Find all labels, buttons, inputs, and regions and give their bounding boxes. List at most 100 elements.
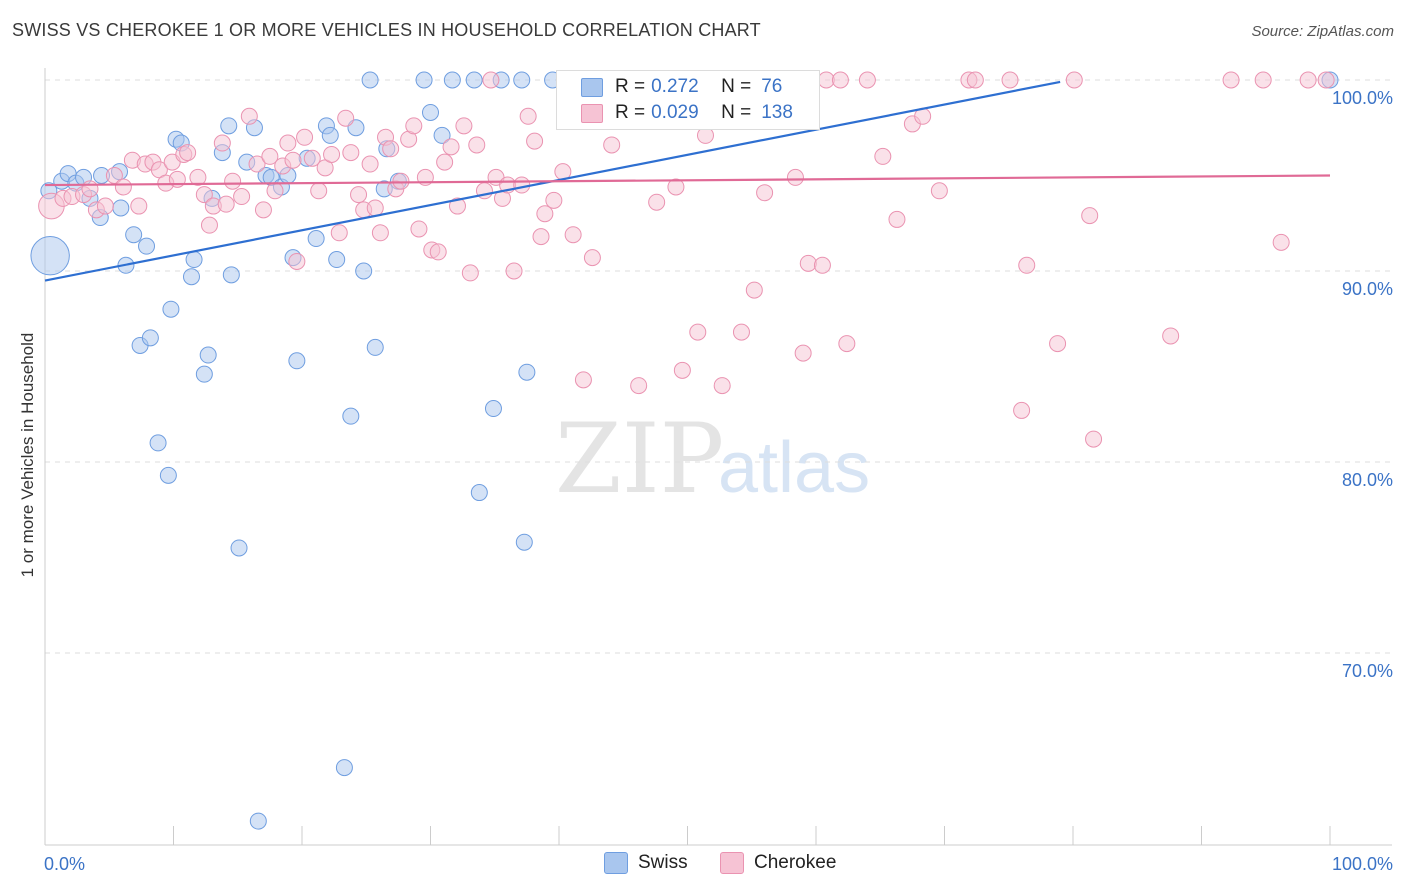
cherokee-point [1065,71,1083,89]
swiss-point [138,237,156,255]
cherokee-point [888,210,906,228]
y-tick-label: 90.0% [1342,279,1393,299]
cherokee-point [858,71,876,89]
swiss-point [230,539,248,557]
cherokee-point [838,335,856,353]
swiss-point [125,226,143,244]
cherokee-point [519,107,537,125]
cherokee-point [1013,401,1031,419]
y-tick-label: 70.0% [1342,661,1393,681]
cherokee-point [371,224,389,242]
cherokee-point [1222,71,1240,89]
cherokee-r-value: 0.029 [651,102,699,123]
cherokee-point [296,128,314,146]
swiss-point [465,71,483,89]
swiss-point [433,126,451,144]
cherokee-point [545,191,563,209]
cherokee-point [831,71,849,89]
chart-title: SWISS VS CHEROKEE 1 OR MORE VEHICLES IN … [12,20,761,40]
series-legend: Swiss Cherokee [0,852,1406,878]
cherokee-point [1254,71,1272,89]
cherokee-point [1085,430,1103,448]
y-tick-label: 100.0% [1332,88,1393,108]
cherokee-point [130,197,148,215]
legend-row-cherokee: R = 0.029 N = 138 [581,101,793,125]
swiss-point [484,400,502,418]
cherokee-point [361,155,379,173]
cherokee-point [1162,327,1180,345]
cherokee-point [1001,71,1019,89]
watermark-zip: ZIP [555,403,724,515]
cherokee-point [366,199,384,217]
cherokee-point [536,205,554,223]
cherokee-point [233,188,251,206]
swiss-r-value: 0.272 [651,76,699,97]
cherokee-point [745,281,763,299]
cherokee-point [468,136,486,154]
swiss-point [220,117,238,135]
swiss-point [288,352,306,370]
cherokee-point [532,228,550,246]
legend-row-swiss: R = 0.272 N = 76 [581,75,782,99]
legend-item-swiss[interactable]: Swiss [604,852,688,874]
cherokee-point [240,107,258,125]
source-label: Source: ZipAtlas.com [1251,23,1394,40]
cherokee-point [382,140,400,158]
cherokee-point [732,323,750,341]
cherokee-point [179,144,197,162]
cherokee-point [350,186,368,204]
cherokee-point [583,249,601,267]
cherokee-point [279,134,297,152]
cherokee-point [455,117,473,135]
cherokee-n-value: 138 [761,102,793,123]
cherokee-point [1081,207,1099,225]
swiss-point [515,533,533,551]
x-tick-label-left: 0.0% [44,854,85,874]
swiss-point [335,759,353,777]
cherokee-point [200,216,218,234]
swiss-legend-icon [604,852,628,874]
watermark-atlas: atlas [718,428,870,508]
swiss-point [149,434,167,452]
cherokee-point [261,147,279,165]
swiss-point [182,268,200,286]
cherokee-point [266,182,284,200]
cherokee-point [930,182,948,200]
cherokee-point [786,168,804,186]
n-label: N = [721,76,752,97]
swiss-point [415,71,433,89]
cherokee-point [405,117,423,135]
cherokee-point [254,201,272,219]
cherokee-point [189,168,207,186]
cherokee-point [392,172,410,190]
y-tick-label: 80.0% [1342,470,1393,490]
swiss-point [443,71,461,89]
swiss-point [422,103,439,121]
swiss-point [195,365,213,383]
cherokee-point [482,71,500,89]
cherokee-point [689,323,707,341]
r-label: R = [615,102,646,123]
cherokee-point [248,155,266,173]
legend-item-cherokee[interactable]: Cherokee [720,852,836,874]
cherokee-point [564,226,582,244]
swiss-point [30,236,70,276]
cherokee-point [574,371,592,389]
n-label: N = [721,102,752,123]
cherokee-point [874,147,892,165]
cherokee-point [342,144,360,162]
cherokee-point [213,134,231,152]
swiss-point [222,266,240,284]
cherokee-point [1049,335,1067,353]
cherokee-point [966,71,984,89]
swiss-point [162,300,180,318]
r-label: R = [615,76,646,97]
cherokee-point [813,256,831,274]
cherokee-point [673,361,691,379]
swiss-point [355,262,373,280]
cherokee-point [310,182,328,200]
x-tick-label-right: 100.0% [1332,854,1393,874]
cherokee-point [799,254,817,272]
cherokee-point [96,197,114,215]
swiss-point [518,363,536,381]
